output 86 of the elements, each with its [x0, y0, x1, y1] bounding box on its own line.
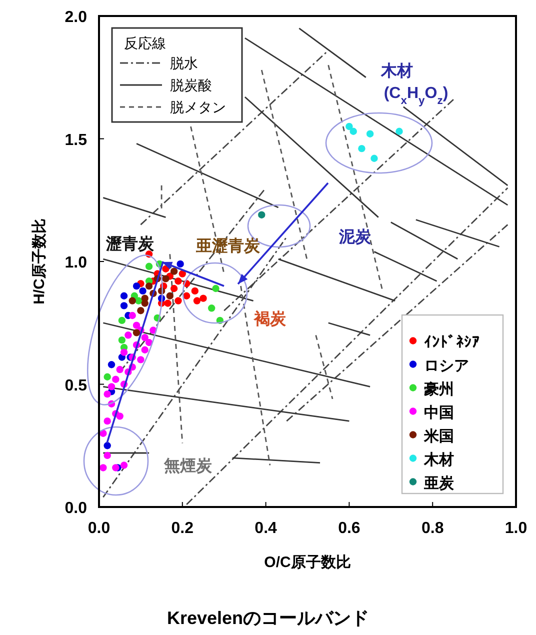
legend-label: 米国: [423, 428, 454, 445]
point: [191, 287, 199, 295]
point: [182, 292, 190, 300]
annotation: 瀝青炭: [105, 235, 155, 253]
point: [104, 390, 111, 398]
point: [104, 452, 111, 460]
point: [176, 260, 184, 268]
legend-label: 亜炭: [423, 474, 455, 492]
point: [208, 304, 216, 312]
point: [193, 297, 201, 304]
point: [116, 366, 124, 374]
point: [396, 128, 403, 135]
legend-label: 脱炭酸: [170, 77, 212, 93]
point: [124, 332, 132, 339]
annotation: (C$_{x}$H$_{y}$O$_{z}$): [384, 85, 448, 107]
point: [170, 268, 178, 275]
legend-label: 脱メタン: [170, 99, 226, 115]
point: [132, 322, 140, 329]
point: [358, 144, 366, 152]
point: [170, 284, 178, 292]
point: [141, 300, 148, 307]
point: [137, 356, 144, 364]
annotation: 無煙炭: [163, 457, 213, 475]
point: [174, 278, 182, 285]
point: [100, 464, 107, 472]
point: [346, 122, 353, 130]
point: [108, 361, 116, 368]
point: [112, 376, 120, 383]
y-tick-label: 1.0: [64, 254, 88, 272]
point: [104, 442, 111, 450]
text: Krevelenのコールバンド: [166, 608, 370, 628]
y-tick-label: 0.5: [64, 377, 88, 394]
annotation: 褐炭: [253, 310, 287, 328]
point: [174, 297, 182, 304]
point: [370, 154, 378, 162]
legend-title: 反応線: [124, 35, 166, 51]
point: [162, 275, 170, 282]
point: [118, 316, 126, 324]
x-tick-label: 0.6: [338, 520, 360, 537]
point: [137, 307, 144, 314]
x-tick-label: 0.0: [88, 520, 110, 537]
point: [366, 130, 374, 138]
point: [145, 338, 153, 346]
point: [178, 270, 186, 278]
point: [116, 412, 124, 420]
point: [104, 373, 111, 380]
legend-label: 中国: [424, 404, 454, 422]
y-tick-label: 0.0: [64, 500, 88, 517]
point: [166, 292, 174, 300]
point: [120, 302, 128, 310]
point: [200, 294, 207, 302]
y-tick-label: 1.5: [64, 132, 88, 149]
point: [141, 334, 148, 342]
point: [120, 292, 128, 300]
point: [350, 128, 357, 135]
y-axis-title: H/C原子数比: [31, 218, 48, 304]
point: [212, 284, 220, 292]
x-tick-label: 0.8: [421, 520, 444, 537]
point: [108, 383, 116, 390]
y-tick-label: 2.0: [64, 9, 88, 26]
point: [104, 417, 111, 425]
legend-label: ロシア: [424, 357, 469, 374]
point: [128, 312, 136, 320]
annotation: 亜瀝青炭: [195, 237, 261, 255]
point: [139, 287, 146, 295]
point: [145, 262, 153, 270]
point: [145, 282, 153, 290]
legend-label: ｲﾝﾄﾞﾈｼｱ: [424, 334, 480, 351]
point: [164, 300, 172, 307]
point: [141, 346, 148, 354]
point: [135, 297, 142, 304]
point: [118, 336, 126, 344]
point: [128, 297, 136, 304]
legend-label: 脱水: [170, 55, 198, 71]
annotation: 泥炭: [338, 228, 372, 246]
x-tick-label: 1.0: [504, 520, 528, 537]
legend-label: 豪州: [423, 380, 454, 398]
annotation: 木材: [380, 62, 413, 80]
x-tick-label: 0.4: [254, 520, 278, 537]
point: [132, 329, 140, 336]
point: [120, 348, 128, 356]
legend-label: 木材: [423, 451, 454, 468]
point: [120, 462, 128, 469]
point: [132, 282, 140, 290]
x-tick-label: 0.2: [171, 520, 194, 537]
x-axis-title: O/C原子数比: [264, 554, 351, 571]
